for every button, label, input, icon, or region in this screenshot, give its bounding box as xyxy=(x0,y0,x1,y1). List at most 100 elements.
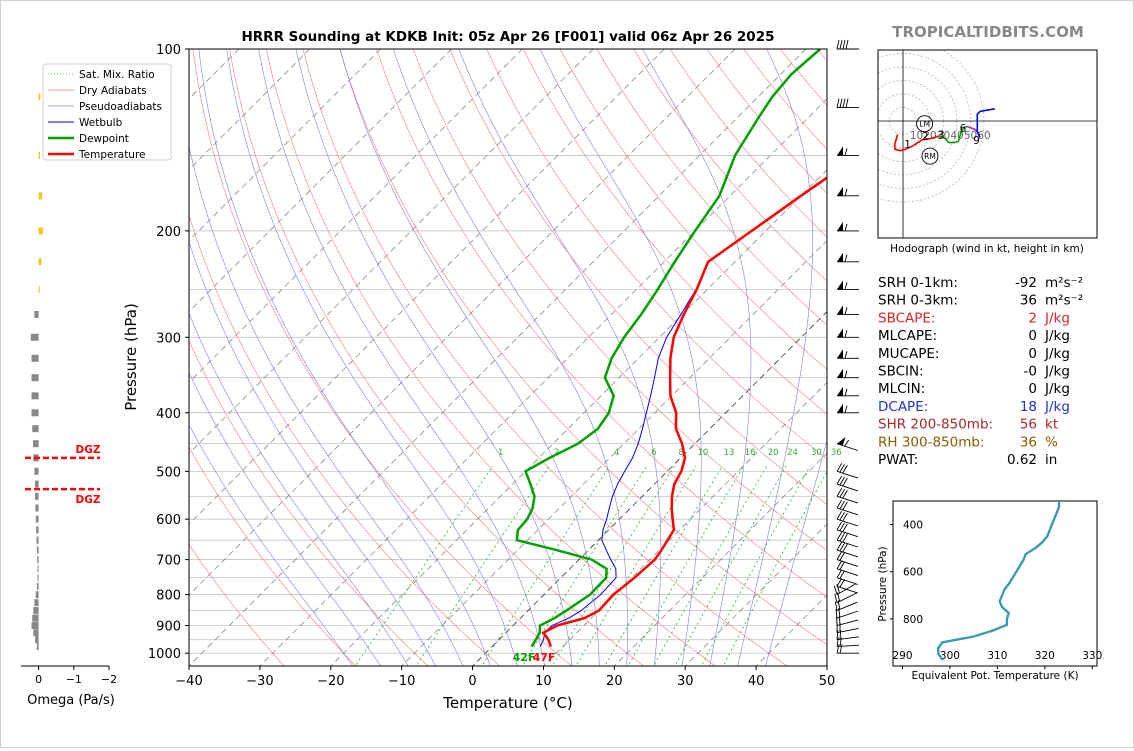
barb-staff xyxy=(836,583,857,595)
barb-staff xyxy=(836,636,859,641)
hodograph-segment xyxy=(976,108,995,138)
barb-feather xyxy=(842,39,846,50)
omega-axis-label: Omega (Pa/s) xyxy=(27,693,115,708)
barb-staff xyxy=(836,483,859,492)
x-tick-label: −40 xyxy=(175,674,202,689)
omega-bar xyxy=(37,565,39,573)
wind-barb xyxy=(836,436,859,451)
barb-feather xyxy=(845,39,849,50)
mixing-ratio-line xyxy=(521,465,648,666)
barb-feather xyxy=(844,254,848,262)
barb-flag xyxy=(837,328,843,338)
barb-feather xyxy=(839,552,845,561)
theta-e-x-tick-label: 310 xyxy=(987,650,1007,662)
dry-adiabat xyxy=(449,49,827,505)
stat-value: 36 xyxy=(1020,434,1037,450)
mixing-ratio-label: 36 xyxy=(831,448,842,458)
barb-feather xyxy=(836,630,839,640)
pseudoadiabat xyxy=(189,312,409,666)
barb-flag xyxy=(837,403,843,413)
barb-staff xyxy=(836,549,859,558)
barb-feather xyxy=(836,39,840,50)
omega-bar xyxy=(35,636,39,644)
stat-unit: J/kg xyxy=(1044,310,1070,326)
legend: Sat. Mix. Ratio Dry Adiabats Pseudoadiabat… xyxy=(42,63,172,161)
barb-feather xyxy=(839,622,841,633)
x-tick-label: 10 xyxy=(535,674,552,689)
mixing-ratio-line xyxy=(551,465,675,666)
barb-feather xyxy=(844,223,848,232)
barb-staff xyxy=(836,644,859,648)
barb-feather xyxy=(842,489,848,499)
stat-row: SBCIN: -0 J/kg xyxy=(878,364,1070,380)
hodograph-segment xyxy=(894,134,940,152)
mixing-ratio-label: 16 xyxy=(745,448,756,458)
theta-e-panel: 290 300 310 320 330 400 600 800 Equivalent Pot. … xyxy=(877,500,1102,682)
legend-label: Wetbulb xyxy=(79,117,123,129)
hodograph-ring-label: 10 xyxy=(910,130,923,142)
barb-feather xyxy=(839,98,843,108)
theta-e-y-tick-label: 800 xyxy=(903,614,923,626)
wind-barb xyxy=(836,569,859,585)
stat-value: 18 xyxy=(1020,399,1037,415)
barb-flag xyxy=(837,280,843,290)
dry-adiabat xyxy=(486,49,827,460)
omega-bar xyxy=(32,614,39,622)
barb-feather xyxy=(834,601,838,611)
stat-row: MUCAPE: 0 J/kg xyxy=(878,346,1070,362)
wind-barb xyxy=(837,305,859,315)
omega-bar xyxy=(36,536,39,544)
wind-barb xyxy=(833,583,857,595)
barb-staff xyxy=(836,610,858,619)
barb-flag xyxy=(837,186,843,196)
wind-barb xyxy=(834,592,857,604)
omega-bar xyxy=(36,546,39,554)
watermark-text: TROPICALTIDBITS.COM xyxy=(892,23,1084,41)
isotherm-line xyxy=(189,49,665,525)
x-axis-label: Temperature (°C) xyxy=(442,694,572,712)
dry-adiabat xyxy=(189,340,429,666)
isotherm-line xyxy=(189,49,311,171)
barb-feather xyxy=(844,439,850,447)
stat-row: SHR 200-850mb: 56 kt xyxy=(878,417,1058,433)
hodograph-height-label: 2 xyxy=(922,131,929,143)
hodograph-height-label: 9 xyxy=(973,135,980,147)
dry-adiabat xyxy=(559,49,827,370)
pseudoadiabat xyxy=(189,241,437,666)
wind-barb xyxy=(837,386,859,397)
barb-feather xyxy=(842,543,848,553)
stat-label: MLCIN: xyxy=(878,381,925,397)
mixing-ratio-labels: 1 2 4 6 8 10 13 16 20 24 30 36 xyxy=(498,448,842,458)
omega-bar xyxy=(37,574,39,582)
barb-flag xyxy=(837,349,843,359)
barb-staff xyxy=(836,529,859,538)
legend-label: Dry Adiabats xyxy=(79,85,147,97)
wind-barb xyxy=(837,368,859,379)
omega-bar xyxy=(31,374,39,382)
barb-feather xyxy=(845,98,849,108)
barb-feather xyxy=(839,579,845,588)
mixing-ratio-label: 24 xyxy=(787,448,798,458)
stat-unit: J/kg xyxy=(1044,399,1070,415)
barb-feather xyxy=(842,477,848,487)
mixing-ratio-label: 4 xyxy=(614,448,619,458)
x-tick-label: −10 xyxy=(388,674,415,689)
barb-feather xyxy=(839,489,845,498)
hodograph-ring-label: 30 xyxy=(937,130,950,142)
y-tick-label: 300 xyxy=(156,331,181,346)
hodograph-frame xyxy=(877,49,1098,239)
stat-unit: J/kg xyxy=(1044,381,1070,397)
omega-bar xyxy=(35,480,39,488)
omega-tick-label: 0 xyxy=(35,673,42,686)
wind-barb xyxy=(834,600,858,612)
barb-feather xyxy=(836,98,840,108)
profile-dewpoint xyxy=(515,49,822,648)
omega-bar xyxy=(35,504,39,512)
isotherm-line xyxy=(189,49,382,242)
stat-unit: kt xyxy=(1045,417,1058,433)
stat-row: SRH 0-1km: -92 m²s⁻² xyxy=(878,275,1083,291)
stat-value: 56 xyxy=(1020,417,1037,433)
stat-row: MLCAPE: 0 J/kg xyxy=(878,328,1070,344)
barb-feather xyxy=(836,569,843,578)
mixing-ratio-label: 6 xyxy=(651,448,656,458)
